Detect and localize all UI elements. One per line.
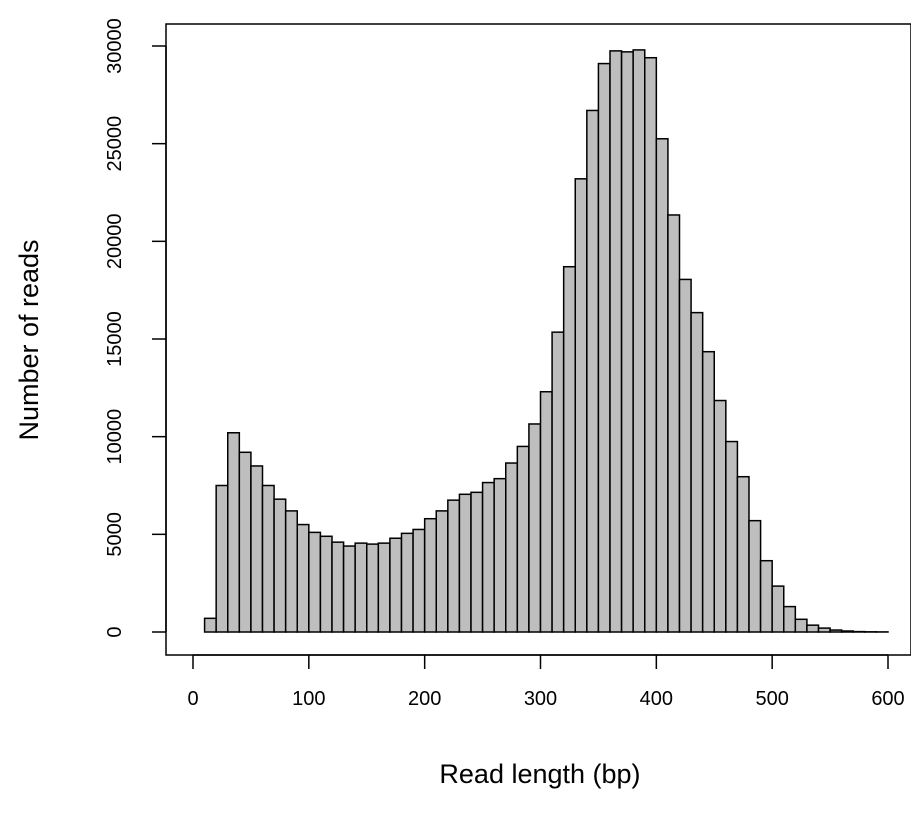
histogram-bar [423, 517, 437, 633]
histogram-bar [620, 51, 634, 633]
histogram-bar [562, 265, 577, 633]
histogram-bar [667, 214, 681, 633]
histogram-bar [806, 624, 820, 633]
histogram-bar [308, 531, 322, 633]
y-tick-label: 25000 [104, 116, 126, 172]
histogram-bar [354, 542, 368, 633]
histogram-bar [794, 618, 808, 633]
x-axis: 0 100 200 300 400 500 600 [187, 654, 905, 710]
histogram-bar [342, 545, 356, 633]
histogram-bar [481, 481, 495, 633]
histogram-bar [632, 49, 646, 633]
histogram-bar [644, 56, 658, 633]
x-tick-label: 100 [292, 688, 325, 710]
histogram-bar [759, 559, 773, 633]
x-tick-label: 200 [408, 688, 441, 710]
histogram-bar [713, 399, 727, 633]
y-tick-label: 20000 [104, 214, 126, 270]
histogram-bar [528, 423, 542, 633]
histogram-bar [516, 445, 530, 633]
y-tick-label: 30000 [104, 18, 126, 74]
histogram-bar [389, 537, 403, 633]
bars-group [203, 49, 889, 633]
histogram-bar [586, 109, 600, 633]
y-tick-label: 10000 [104, 409, 126, 465]
histogram-bar [597, 62, 611, 633]
histogram-bar [840, 630, 855, 633]
histogram-bar [493, 477, 507, 633]
histogram-bar [690, 311, 704, 633]
histogram-bar [829, 629, 843, 633]
histogram-bar [296, 523, 310, 633]
histogram-bar [400, 532, 414, 633]
histogram-bar [203, 617, 217, 633]
histogram-bar [574, 178, 588, 633]
histogram-bar [447, 499, 461, 633]
histogram-bar [736, 475, 750, 633]
histogram-bar [701, 350, 716, 633]
histogram-bar [284, 510, 298, 633]
y-tick-label: 0 [104, 626, 126, 637]
histogram-bar [771, 585, 785, 633]
histogram-bar [609, 50, 623, 633]
histogram-bar [319, 535, 333, 633]
histogram-bar [505, 462, 519, 633]
histogram-bar [748, 519, 762, 633]
y-axis-title: Number of reads [14, 239, 44, 440]
histogram-bar [366, 543, 380, 633]
histogram-bar [470, 491, 484, 633]
histogram-bar [412, 528, 426, 633]
histogram-bar [655, 138, 669, 633]
x-tick-label: 400 [640, 688, 673, 710]
x-tick-label: 500 [755, 688, 788, 710]
histogram-bar [377, 542, 391, 633]
x-axis-title: Read length (bp) [439, 759, 640, 789]
histogram-bar [725, 440, 739, 633]
x-tick-label: 0 [187, 688, 198, 710]
histogram-bar [227, 432, 241, 633]
x-tick-label: 300 [524, 688, 557, 710]
histogram-bar [331, 541, 345, 633]
histogram-bar [250, 465, 264, 633]
histogram-bar [817, 627, 831, 633]
histogram-bar [238, 451, 252, 633]
y-tick-label: 5000 [104, 512, 126, 557]
x-tick-label: 600 [871, 688, 904, 710]
y-axis: 0 5000 10000 15000 20000 25000 30000 [104, 18, 167, 638]
histogram-bar [261, 484, 275, 633]
histogram-bar [783, 605, 797, 633]
histogram-bar [539, 390, 553, 633]
histogram-bar [678, 278, 692, 633]
histogram-bar [551, 331, 565, 633]
histogram-bar [458, 493, 472, 633]
histogram-bar [273, 498, 287, 633]
histogram-bar [435, 510, 449, 633]
y-tick-label: 15000 [104, 311, 126, 367]
histogram-bar [215, 484, 229, 633]
